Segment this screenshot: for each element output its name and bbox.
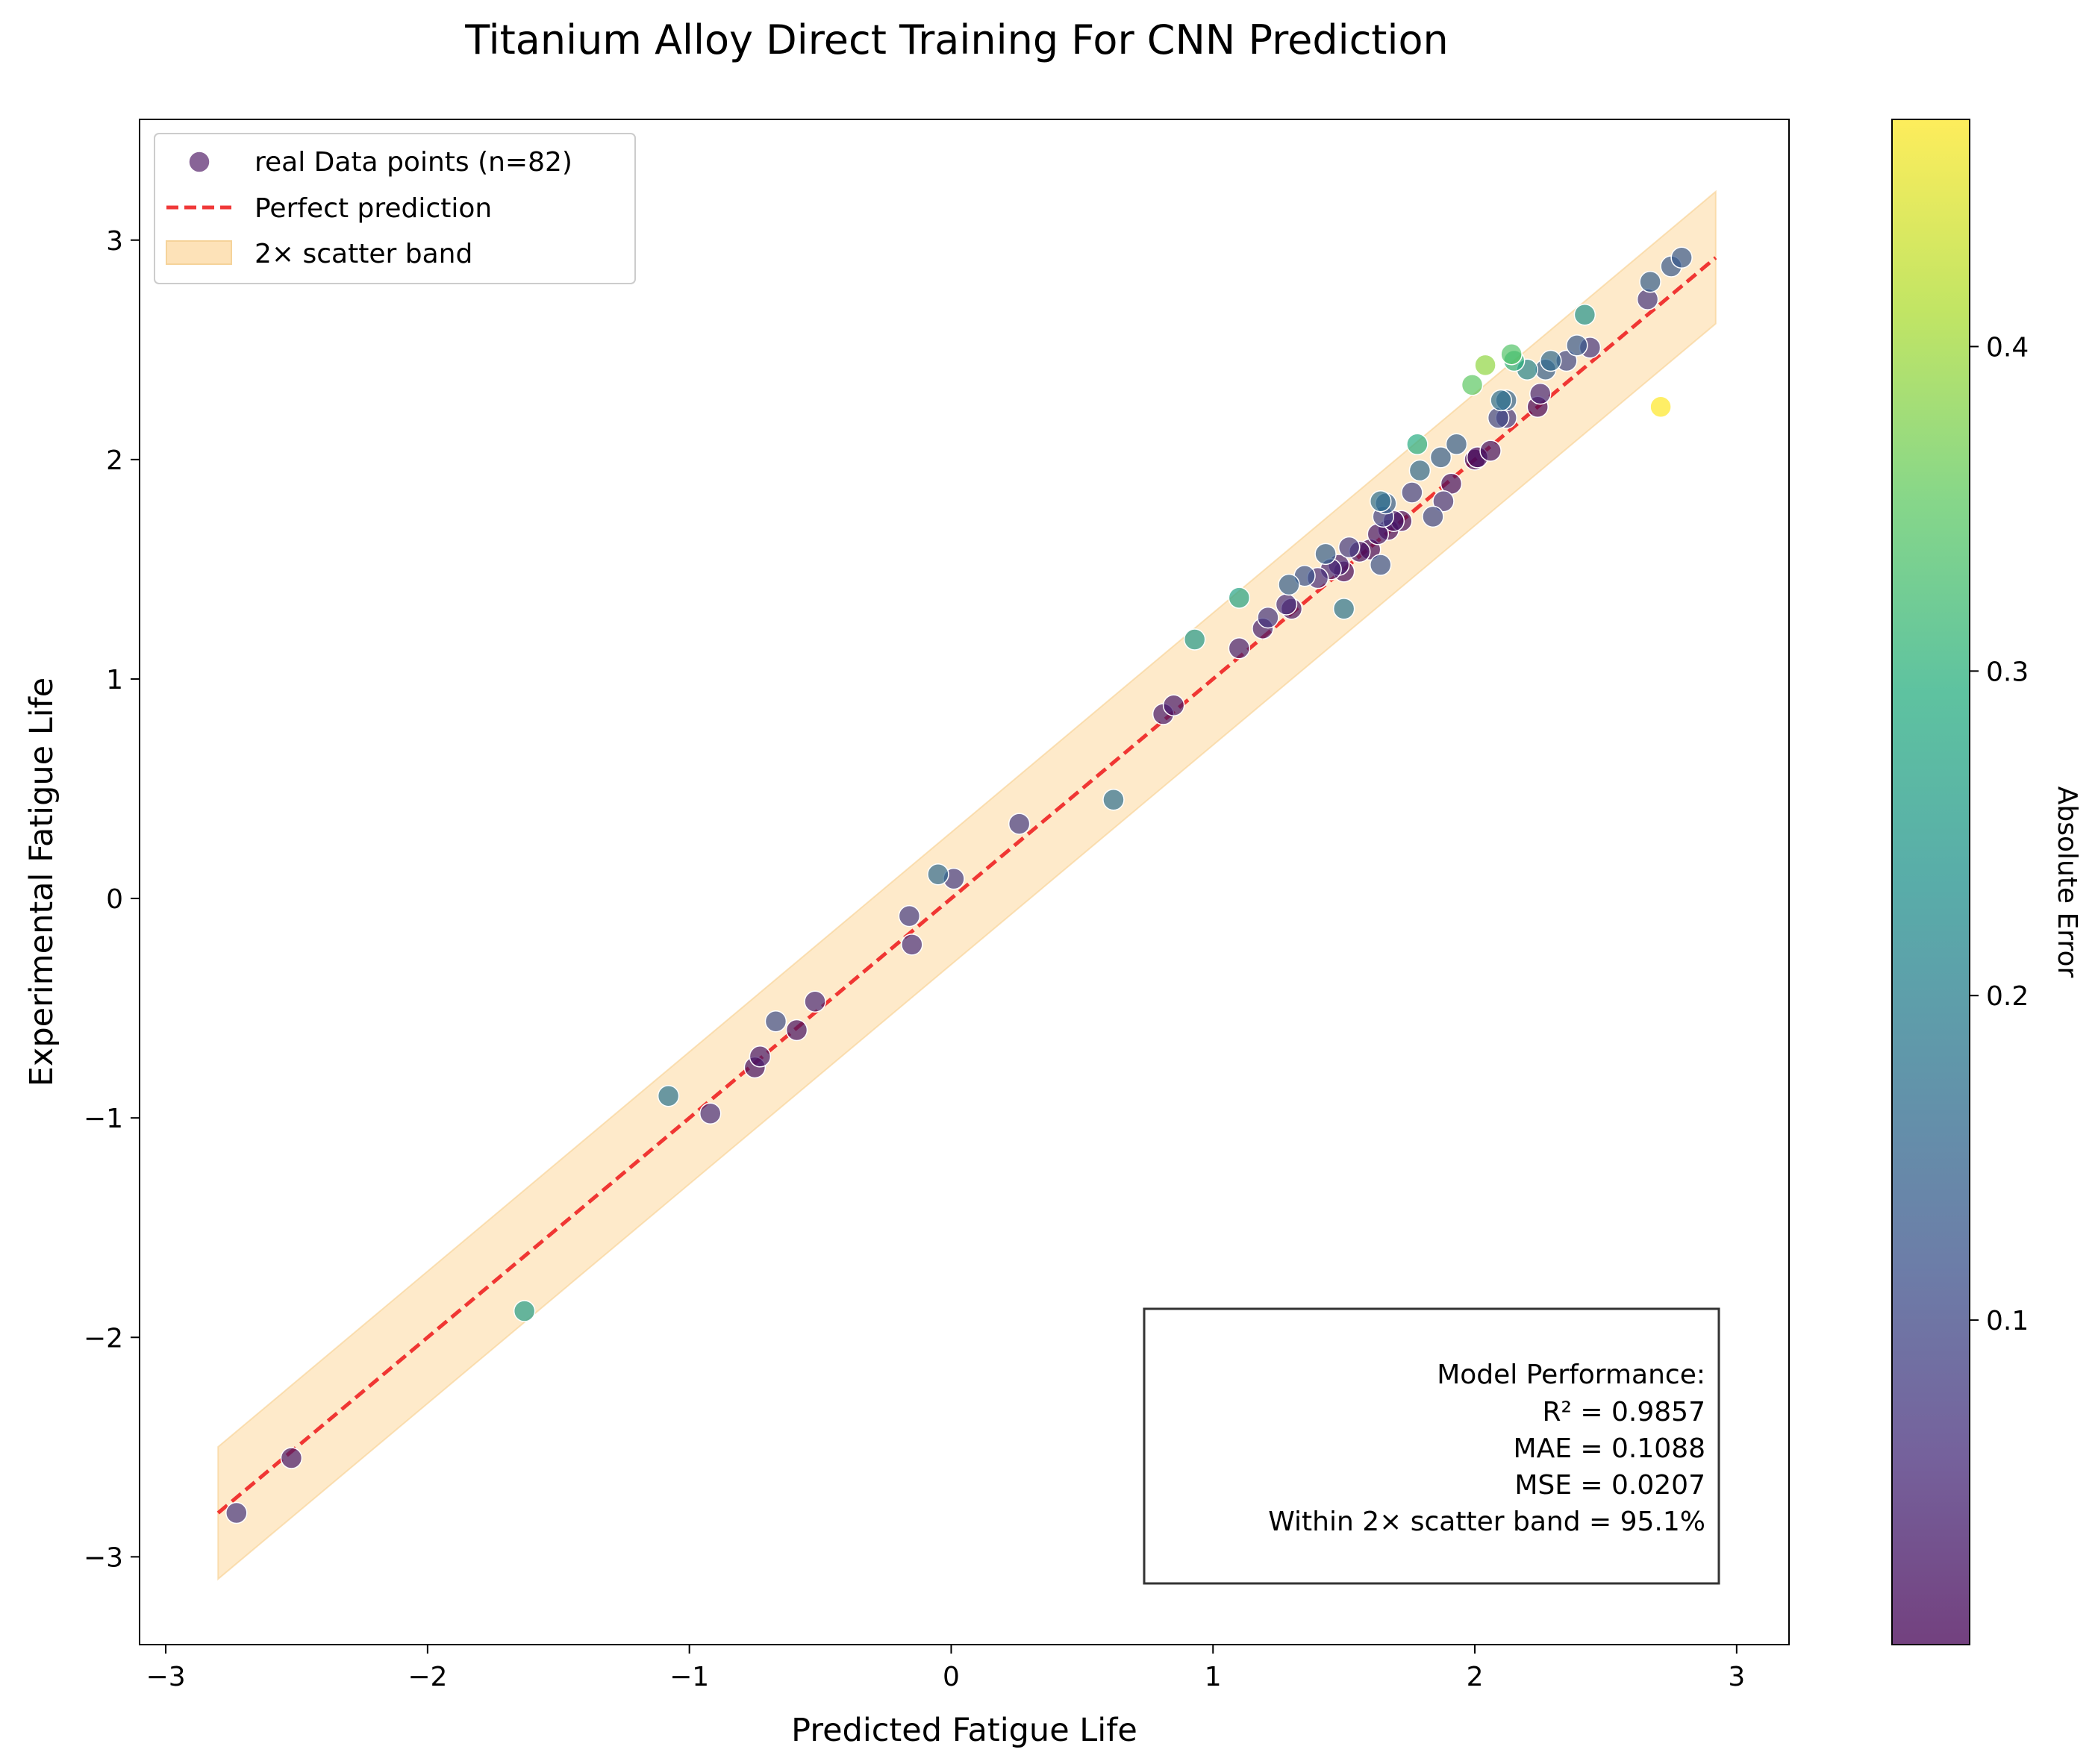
x-tick-label: −3 (146, 1662, 186, 1692)
data-point (1102, 788, 1125, 811)
x-tick-label: 0 (943, 1662, 960, 1692)
data-point (1445, 433, 1468, 456)
stats-line-heading: Model Performance: (1437, 1360, 1705, 1390)
y-tick-label: 1 (106, 665, 123, 695)
colorbar-tick-label: 0.2 (1986, 981, 2029, 1012)
y-tick-label: −3 (84, 1542, 123, 1573)
data-point (927, 863, 949, 886)
data-point (1573, 303, 1596, 326)
data-point (1566, 334, 1588, 357)
data-point (1500, 343, 1523, 366)
x-axis-label: Predicted Fatigue Life (791, 1712, 1137, 1749)
legend-frame (154, 133, 636, 284)
data-point (280, 1447, 303, 1469)
data-point (1370, 554, 1392, 576)
legend-marker-band (166, 240, 232, 265)
x-tick-label: 2 (1467, 1662, 1484, 1692)
data-point (1649, 395, 1672, 419)
x-ticks: −3 −2 −1 0 1 2 3 (146, 1645, 1745, 1692)
data-point (1639, 270, 1661, 293)
data-point (1314, 542, 1337, 566)
data-point (513, 1300, 536, 1322)
data-point (1429, 446, 1452, 469)
x-tick-label: 3 (1728, 1662, 1745, 1692)
data-point (1228, 587, 1251, 609)
stats-box: Model Performance: R² = 0.9857 MAE = 0.1… (1143, 1307, 1720, 1585)
data-point (1490, 389, 1512, 412)
data-point (1183, 628, 1206, 651)
colorbar-tick-label: 0.4 (1986, 332, 2029, 363)
data-point (1422, 505, 1444, 528)
legend-label-band: 2× scatter band (255, 239, 472, 269)
data-point (1008, 813, 1031, 835)
legend-label-perfect-line: Perfect prediction (255, 193, 492, 224)
data-point (1275, 593, 1298, 616)
data-point (1370, 490, 1392, 513)
colorbar-gradient (1891, 119, 1970, 1645)
stats-line-mae: MAE = 0.1088 (1514, 1433, 1705, 1464)
data-point (1540, 349, 1562, 372)
colorbar-ticks: 0.1 0.2 0.3 0.4 (1970, 332, 2029, 1336)
y-tick-label: 0 (106, 884, 123, 915)
colorbar-tick-label: 0.1 (1986, 1306, 2029, 1336)
data-point (901, 933, 923, 956)
data-point (1479, 440, 1502, 462)
y-tick-label: 2 (106, 445, 123, 476)
colorbar-tick-label: 0.3 (1986, 657, 2029, 687)
colorbar-label: Absolute Error (2052, 786, 2082, 978)
perfect-prediction-line (216, 256, 1717, 1515)
y-tick-label: 3 (106, 226, 123, 257)
data-point (1670, 246, 1693, 269)
data-point (1332, 598, 1355, 620)
data-point (699, 1102, 722, 1125)
legend: real Data points (n=82) Perfect predicti… (154, 133, 636, 284)
data-point (1408, 459, 1432, 482)
data-point (749, 1045, 772, 1068)
data-point (1432, 490, 1455, 513)
chart-title: Titanium Alloy Direct Training For CNN P… (464, 16, 1448, 63)
data-point (764, 1010, 787, 1033)
x-tick-label: 1 (1205, 1662, 1222, 1692)
stats-line-within-band: Within 2× scatter band = 95.1% (1268, 1507, 1705, 1537)
y-tick-label: −1 (84, 1104, 123, 1134)
perfect-line-layer (216, 256, 1717, 1515)
stats-frame (1143, 1307, 1720, 1585)
data-point (804, 990, 826, 1013)
data-point (225, 1501, 248, 1524)
stats-line-r2: R² = 0.9857 (1543, 1397, 1705, 1427)
data-point (1228, 637, 1251, 660)
plot-frame (139, 119, 1790, 1645)
y-ticks: −3 −2 −1 0 1 2 3 (84, 226, 140, 1573)
data-point (785, 1019, 808, 1042)
points-layer (225, 246, 1693, 1524)
data-point (657, 1084, 680, 1107)
data-point (1406, 433, 1429, 456)
data-point (1337, 536, 1361, 559)
data-point (1257, 606, 1279, 629)
stats-line-mse: MSE = 0.0207 (1514, 1470, 1705, 1501)
data-point (1474, 354, 1496, 377)
legend-label-points: real Data points (n=82) (255, 147, 572, 178)
y-axis-label: Experimental Fatigue Life (23, 678, 60, 1087)
data-point (1401, 481, 1423, 504)
x-tick-label: −1 (669, 1662, 709, 1692)
colorbar: 0.1 0.2 0.3 0.4 Absolute Error (1891, 119, 2082, 1645)
data-point (1278, 573, 1300, 596)
legend-marker-points (188, 151, 210, 173)
data-point (1461, 374, 1484, 396)
data-point (1162, 694, 1185, 716)
x-tick-label: −2 (408, 1662, 447, 1692)
data-point (898, 904, 921, 928)
y-tick-label: −2 (84, 1323, 123, 1354)
data-point (1529, 382, 1552, 405)
